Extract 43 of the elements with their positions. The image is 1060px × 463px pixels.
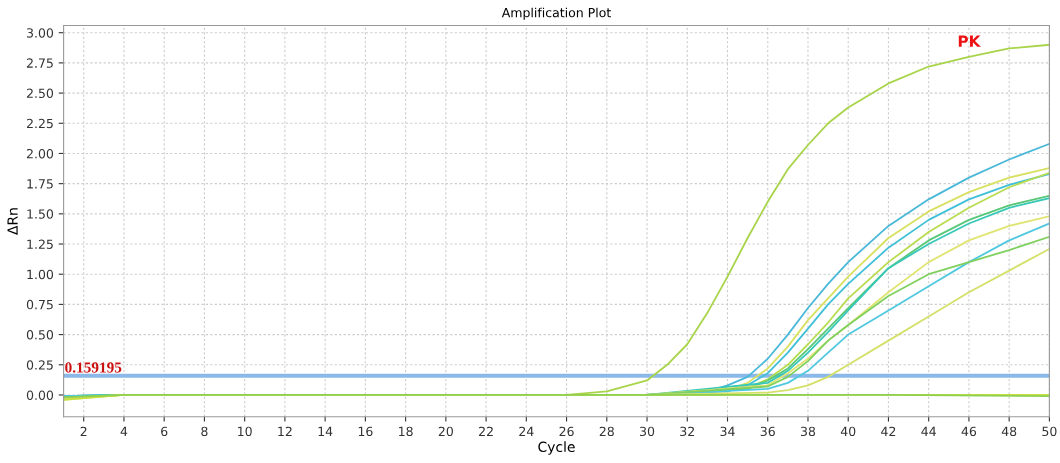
x-tick-label: 38 bbox=[800, 426, 816, 437]
y-tick-label: 2.50 bbox=[26, 88, 54, 99]
x-tick-label: 36 bbox=[760, 426, 775, 437]
x-tick-label: 30 bbox=[640, 426, 655, 437]
x-tick-label: 8 bbox=[201, 426, 208, 437]
x-tick-label: 50 bbox=[1042, 426, 1057, 437]
ref-line-label: 0.159195 bbox=[65, 362, 122, 373]
x-tick-label: 22 bbox=[479, 426, 493, 436]
y-tick-label: 1.00 bbox=[27, 269, 54, 280]
x-tick-label: 12 bbox=[278, 426, 292, 436]
y-tick-label: 0.25 bbox=[26, 360, 53, 370]
x-tick-label: 32 bbox=[680, 426, 694, 437]
x-tick-label: 26 bbox=[559, 426, 574, 437]
x-tick-label: 34 bbox=[720, 426, 735, 437]
y-tick-label: 1.25 bbox=[27, 239, 53, 249]
y-tick-label: 2.75 bbox=[26, 58, 53, 68]
x-tick-label: 14 bbox=[318, 426, 333, 436]
x-tick-label: 40 bbox=[840, 426, 856, 437]
x-tick-label: 24 bbox=[519, 426, 534, 436]
x-tick-label: 6 bbox=[161, 426, 168, 437]
annotation: PK bbox=[958, 35, 981, 47]
y-tick-label: 2.25 bbox=[26, 118, 53, 129]
x-tick-label: 4 bbox=[120, 426, 128, 436]
x-tick-label: 18 bbox=[399, 426, 413, 437]
y-axis-title: ΔRn bbox=[7, 208, 18, 235]
x-tick-label: 2 bbox=[80, 426, 87, 436]
x-tick-label: 20 bbox=[438, 426, 453, 437]
y-tick-label: 3.00 bbox=[27, 28, 54, 38]
x-tick-label: 48 bbox=[1001, 426, 1017, 437]
y-tick-label: 0.50 bbox=[26, 330, 54, 340]
x-tick-label: 44 bbox=[921, 426, 936, 436]
x-tick-label: 16 bbox=[358, 426, 373, 437]
y-tick-label: 1.50 bbox=[27, 209, 54, 219]
y-tick-label: 0.00 bbox=[26, 390, 54, 400]
x-axis-title: Cycle bbox=[538, 441, 575, 455]
y-tick-label: 0.75 bbox=[26, 299, 53, 310]
x-tick-label: 42 bbox=[881, 426, 896, 436]
x-tick-label: 28 bbox=[599, 426, 614, 437]
y-tick-label: 2.00 bbox=[26, 148, 54, 159]
chart-title: Amplification Plot bbox=[501, 7, 611, 20]
x-tick-label: 10 bbox=[238, 426, 252, 437]
x-tick-label: 46 bbox=[961, 426, 977, 437]
y-tick-label: 1.75 bbox=[27, 179, 53, 189]
